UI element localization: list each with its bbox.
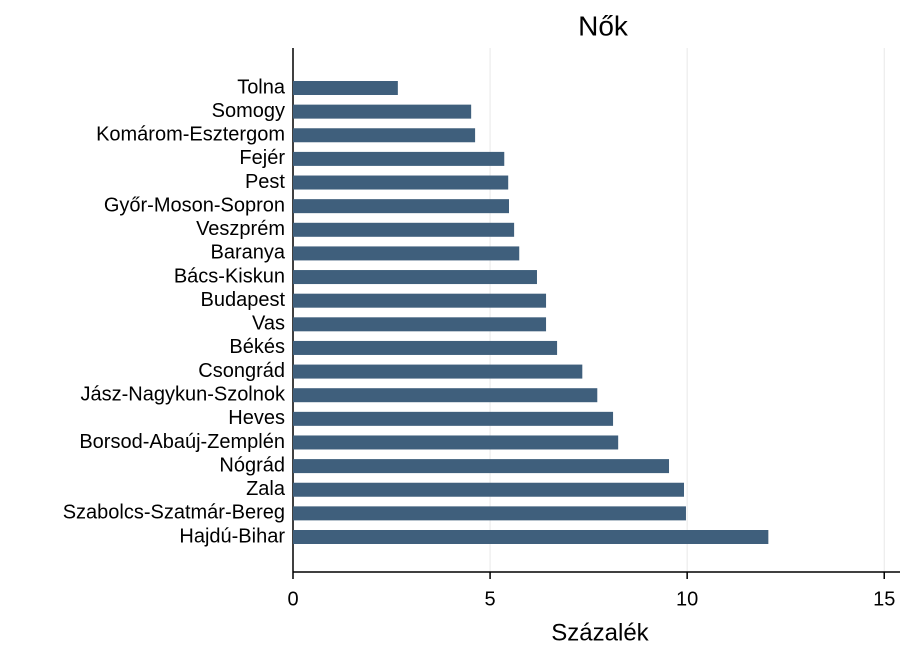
bar <box>293 435 619 450</box>
bar <box>293 364 583 379</box>
bar <box>293 411 614 426</box>
chart-title: Nők <box>578 10 629 41</box>
x-tick-label: 10 <box>676 588 698 610</box>
y-tick-label: Jász-Nagykun-Szolnok <box>80 383 286 405</box>
y-tick-label: Borsod-Abaúj-Zemplén <box>79 431 285 453</box>
bar <box>293 459 670 474</box>
x-tick-label: 15 <box>873 588 895 610</box>
bar <box>293 128 476 143</box>
x-tick-label: 0 <box>287 588 298 610</box>
bar <box>293 81 398 95</box>
bar <box>293 175 509 190</box>
x-tick-label: 5 <box>485 588 496 610</box>
y-tick-label: Heves <box>228 407 285 429</box>
bar <box>293 270 537 285</box>
y-tick-label: Fejér <box>239 147 285 169</box>
bar <box>293 530 769 544</box>
bar <box>293 340 558 355</box>
bar <box>293 199 509 214</box>
y-tick-label: Vas <box>252 313 285 335</box>
y-tick-label: Bács-Kiskun <box>174 265 285 287</box>
x-axis-label: Százalék <box>551 619 649 646</box>
y-tick-label: Pest <box>245 171 285 193</box>
bar <box>293 506 686 521</box>
y-tick-label: Komárom-Esztergom <box>96 124 285 146</box>
bar <box>293 104 472 119</box>
y-tick-label: Győr-Moson-Sopron <box>104 194 285 216</box>
y-tick-label: Baranya <box>211 242 286 264</box>
y-tick-label: Somogy <box>212 100 285 122</box>
y-tick-label: Zala <box>246 478 286 500</box>
bar <box>293 388 598 403</box>
y-tick-label: Nógrád <box>219 454 285 476</box>
y-tick-label: Tolna <box>237 76 286 98</box>
bar <box>293 246 520 261</box>
bar <box>293 151 505 166</box>
y-tick-label: Veszprém <box>196 218 285 240</box>
bar <box>293 293 547 308</box>
y-tick-label: Békés <box>229 336 285 358</box>
y-tick-label: Budapest <box>200 289 285 311</box>
bar <box>293 482 685 497</box>
y-tick-label: Csongrád <box>198 360 285 382</box>
y-tick-label: Szabolcs-Szatmár-Bereg <box>63 502 285 524</box>
bar <box>293 317 547 332</box>
y-tick-label: Hajdú-Bihar <box>179 525 285 547</box>
bar <box>293 222 515 237</box>
